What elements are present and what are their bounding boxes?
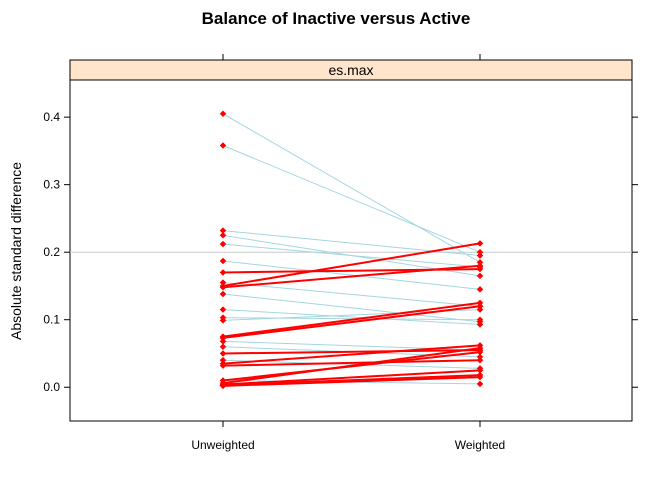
data-point-15-1 <box>476 240 484 247</box>
data-point-10-0 <box>219 317 227 324</box>
increase-series-layer <box>222 242 481 387</box>
data-point-14-1 <box>476 380 484 388</box>
x-tick-label-0: Unweighted <box>191 438 254 452</box>
x-tick-label-1: Weighted <box>455 438 505 452</box>
y-axis-title: Absolute standard difference <box>8 162 24 340</box>
data-point-12-0 <box>219 343 227 351</box>
data-point-16-1 <box>476 265 484 273</box>
data-point-0-0 <box>219 110 227 118</box>
data-point-19-1 <box>476 302 484 310</box>
data-point-9-1 <box>476 316 484 324</box>
y-tick-label-2: 0.2 <box>43 245 60 259</box>
data-point-16-0 <box>219 269 227 276</box>
series-line-25 <box>222 369 481 386</box>
panel-strip-label: es.max <box>328 62 373 78</box>
data-point-22-0 <box>219 362 227 369</box>
series-line-19 <box>222 305 481 339</box>
decrease-series-layer <box>222 113 481 385</box>
chart-title: Balance of Inactive versus Active <box>202 9 471 28</box>
series-line-4 <box>222 243 481 268</box>
data-point-17-0 <box>219 283 227 291</box>
data-point-17-1 <box>476 262 484 270</box>
data-point-5-1 <box>476 285 484 293</box>
series-line-15 <box>222 242 481 287</box>
data-point-7-0 <box>219 290 227 298</box>
data-point-20-0 <box>219 350 227 357</box>
series-line-8 <box>222 309 481 325</box>
series-line-27 <box>222 376 481 387</box>
data-point-4-0 <box>219 240 227 248</box>
y-tick-label-0: 0.0 <box>43 380 60 394</box>
data-point-22-1 <box>476 356 484 364</box>
data-point-1-0 <box>219 142 227 149</box>
data-point-8-0 <box>219 306 227 313</box>
data-point-2-1 <box>476 252 484 259</box>
series-line-20 <box>222 349 481 355</box>
y-axis: 0.0 0.1 0.2 0.3 0.4 <box>43 110 638 394</box>
data-point-24-1 <box>476 344 484 352</box>
plot-panel <box>69 79 633 422</box>
series-line-5 <box>222 260 481 290</box>
data-point-27-0 <box>219 382 227 390</box>
data-point-27-1 <box>476 373 484 381</box>
data-point-8-1 <box>476 321 484 328</box>
series-line-13 <box>222 359 481 369</box>
series-line-7 <box>222 293 481 323</box>
y-tick-label-3: 0.3 <box>43 178 60 192</box>
data-point-3-1 <box>476 272 484 280</box>
data-point-3-0 <box>219 231 227 239</box>
series-line-6 <box>222 282 481 307</box>
points-layer <box>219 110 484 390</box>
series-line-22 <box>222 359 481 367</box>
data-point-10-1 <box>476 306 484 313</box>
data-point-5-0 <box>219 257 227 265</box>
data-point-19-0 <box>219 334 227 342</box>
y-tick-label-1: 0.1 <box>43 313 60 327</box>
x-axis: Unweighted Weighted <box>191 54 505 452</box>
data-point-23-1 <box>476 348 484 356</box>
series-line-9 <box>222 317 481 321</box>
series-line-0 <box>222 113 481 263</box>
y-tick-label-4: 0.4 <box>43 110 60 124</box>
series-line-17 <box>222 264 481 289</box>
series-line-21 <box>222 344 481 365</box>
series-line-24 <box>222 347 481 385</box>
series-line-18 <box>222 301 481 338</box>
series-line-1 <box>222 145 481 253</box>
